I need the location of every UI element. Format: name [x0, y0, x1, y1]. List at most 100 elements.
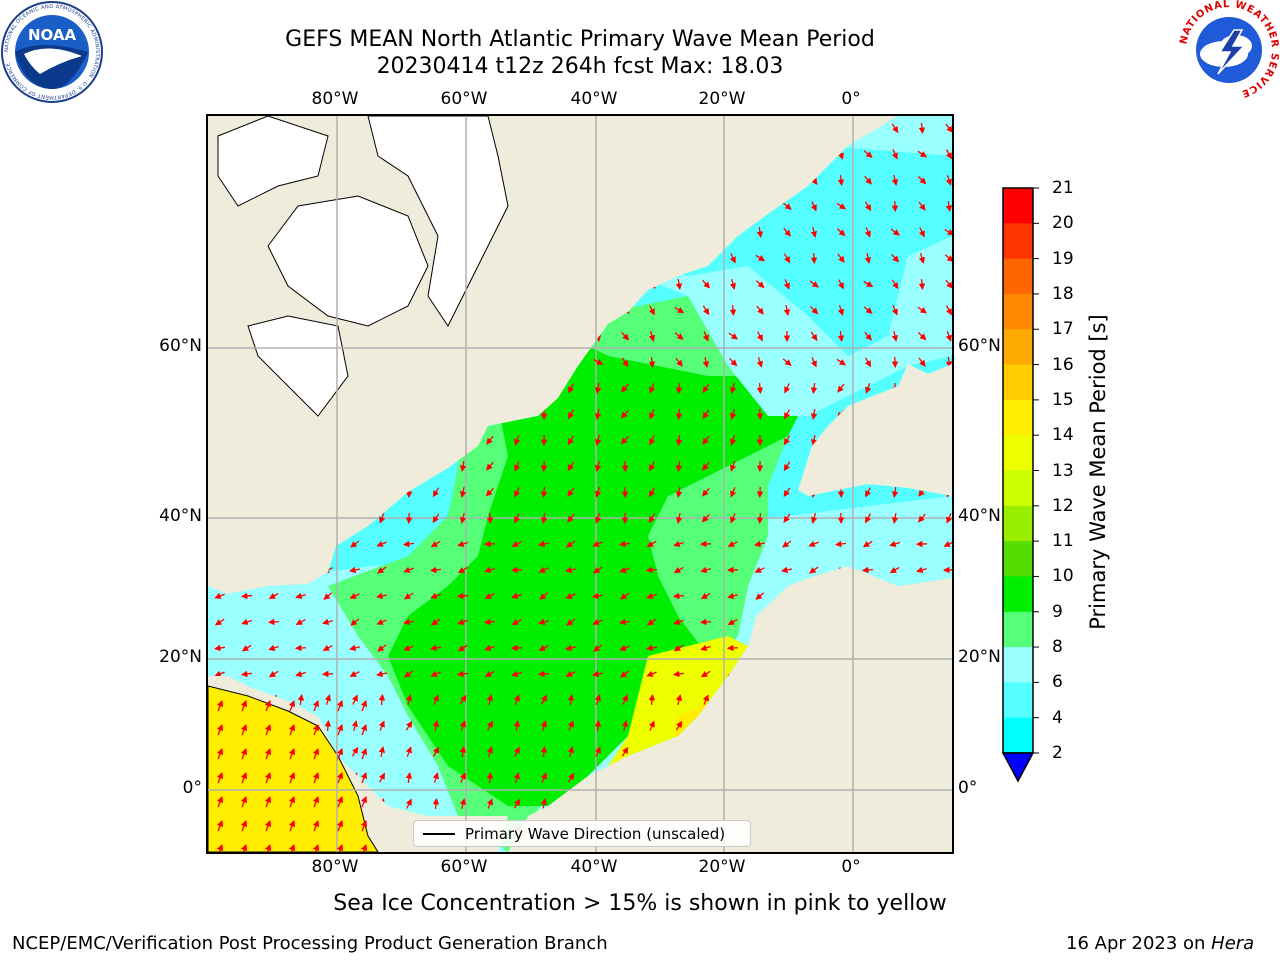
wave-arrow [727, 618, 738, 625]
wave-arrow [648, 693, 656, 706]
lon-tick-bottom: 80°W [311, 857, 359, 877]
wave-arrow [861, 566, 874, 574]
wave-arrow [621, 383, 629, 393]
wave-arrow [702, 305, 710, 316]
wave-arrow [864, 227, 871, 238]
wave-arrow [379, 513, 386, 524]
wave-arrow [648, 513, 656, 524]
wave-arrow [621, 331, 630, 341]
wave-arrow [810, 305, 819, 315]
wave-arrow [594, 382, 602, 395]
wave-arrow [459, 460, 467, 472]
wave-arrow [645, 644, 658, 652]
wave-arrow [862, 540, 873, 548]
wave-arrow [376, 670, 388, 678]
wave-arrow [783, 461, 791, 472]
wave-arrow [432, 797, 440, 810]
wave-arrow [486, 461, 494, 471]
wave-arrow [593, 566, 603, 574]
wave-arrow [457, 618, 468, 625]
wave-arrow [810, 434, 818, 446]
wave-arrow [810, 226, 818, 238]
wave-arrow [917, 176, 927, 185]
wave-arrow [649, 435, 656, 446]
wave-arrow [675, 357, 683, 367]
wave-arrow [267, 618, 280, 626]
wave-arrow [567, 720, 574, 731]
wave-arrow [621, 460, 629, 473]
wave-arrow [376, 618, 387, 625]
wave-arrow [702, 694, 709, 705]
wave-arrow [432, 720, 440, 732]
wave-arrow [810, 331, 818, 342]
wave-arrow [620, 435, 629, 445]
wave-arrow [649, 487, 656, 498]
wave-arrow [837, 174, 845, 187]
wave-arrow [837, 305, 844, 316]
wave-arrow [429, 644, 442, 652]
wave-arrow [593, 644, 603, 652]
wave-arrow [432, 746, 439, 757]
wave-arrow [351, 746, 359, 757]
wave-arrow [621, 694, 628, 705]
wave-arrow [619, 566, 630, 573]
wave-arrow [540, 486, 548, 499]
wave-arrow [729, 409, 737, 420]
wave-arrow [405, 771, 413, 784]
wave-arrow [836, 202, 847, 210]
wave-arrow [672, 670, 685, 678]
wave-arrow [702, 279, 711, 289]
wave-arrow [459, 694, 467, 705]
wave-arrow [675, 694, 683, 706]
wave-arrow [486, 694, 494, 706]
colorbar-segment [1003, 223, 1033, 260]
wave-arrow [891, 174, 899, 186]
wave-arrow [405, 798, 412, 809]
wave-arrow [781, 566, 793, 574]
wave-arrow [294, 644, 307, 652]
wave-arrow [567, 772, 575, 783]
wave-arrow [240, 699, 248, 712]
wave-arrow [377, 566, 387, 574]
wave-arrow [784, 409, 791, 420]
wave-arrow [674, 306, 685, 314]
wave-arrow [486, 435, 494, 445]
wave-arrow [621, 746, 629, 757]
wave-arrow [336, 771, 344, 784]
wave-arrow [540, 798, 548, 810]
wave-arrow [756, 357, 763, 368]
colorbar [1001, 187, 1039, 783]
wave-arrow [295, 592, 306, 600]
wave-arrow [756, 382, 764, 395]
footer-date-text: 16 Apr 2023 on [1066, 933, 1212, 954]
colorbar-tick-label: 2 [1052, 743, 1063, 763]
colorbar-tick-label: 11 [1052, 531, 1074, 552]
colorbar-title: Primary Wave Mean Period [s] [1086, 314, 1110, 630]
wave-arrow [754, 566, 765, 573]
wave-period-map [208, 116, 952, 852]
wave-arrow [312, 699, 320, 712]
colorbar-extend-triangle [1001, 752, 1035, 783]
wave-arrow [240, 843, 248, 852]
svg-text:NOAA: NOAA [28, 26, 77, 44]
wave-arrow [566, 618, 576, 626]
wave-arrow [889, 540, 900, 547]
wave-arrow [513, 798, 521, 809]
wave-arrow [404, 670, 414, 678]
wave-arrow [891, 356, 899, 369]
wave-arrow [376, 540, 387, 547]
wave-arrow [511, 540, 522, 547]
wave-arrow [889, 566, 900, 574]
wave-arrow [484, 670, 495, 678]
wave-arrow [945, 200, 952, 213]
wave-arrow [837, 383, 845, 393]
wave-arrow [288, 771, 296, 784]
wave-arrow [484, 566, 495, 574]
wave-arrow [865, 487, 872, 498]
colorbar-segment [1003, 258, 1033, 295]
wave-arrow [755, 592, 765, 600]
wave-arrow [675, 512, 683, 524]
wave-arrow [592, 540, 603, 547]
wave-arrow [565, 644, 577, 652]
wave-arrow [360, 771, 368, 784]
